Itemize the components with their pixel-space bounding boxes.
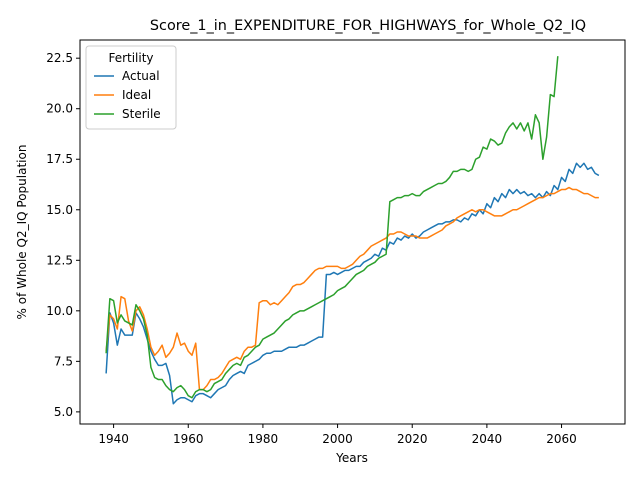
plot-area	[105, 56, 600, 405]
series-line-sterile	[105, 56, 559, 399]
legend-label-actual: Actual	[122, 69, 160, 83]
legend: Fertility Actual Ideal Sterile	[85, 45, 177, 130]
chart-title: Score_1_in_EXPENDITURE_FOR_HIGHWAYS_for_…	[150, 18, 586, 34]
y-tick-label: 12.5	[46, 253, 73, 267]
y-tick-label: 22.5	[46, 51, 73, 65]
x-tick-label: 2020	[397, 432, 428, 446]
legend-label-ideal: Ideal	[122, 88, 151, 102]
x-tick-label: 1960	[173, 432, 204, 446]
x-axis-label: Years	[335, 451, 368, 465]
x-tick-label: 1980	[248, 432, 279, 446]
y-tick-label: 15.0	[46, 203, 73, 217]
y-tick-label: 17.5	[46, 152, 73, 166]
plot-frame	[79, 39, 626, 425]
y-tick-label: 10.0	[46, 304, 73, 318]
y-axis-label: % of Whole Q2_IQ Population	[15, 145, 29, 320]
legend-title: Fertility	[108, 51, 153, 65]
x-tick-label: 1940	[98, 432, 129, 446]
x-tick-label: 2060	[546, 432, 577, 446]
legend-box	[85, 45, 177, 130]
legend-label-sterile: Sterile	[122, 107, 161, 121]
x-tick-label: 2000	[322, 432, 353, 446]
y-tick-label: 5.0	[54, 405, 73, 419]
x-axis: 1940 1960 1980 2000 2020 2040 2060	[98, 424, 577, 446]
series-line-ideal	[105, 186, 599, 391]
y-tick-label: 7.5	[54, 354, 73, 368]
series-line-actual	[105, 162, 600, 405]
x-tick-label: 2040	[472, 432, 503, 446]
y-axis: 5.0 7.5 10.0 12.5 15.0 17.5 20.0 22.5	[46, 51, 80, 419]
y-tick-label: 20.0	[46, 102, 73, 116]
